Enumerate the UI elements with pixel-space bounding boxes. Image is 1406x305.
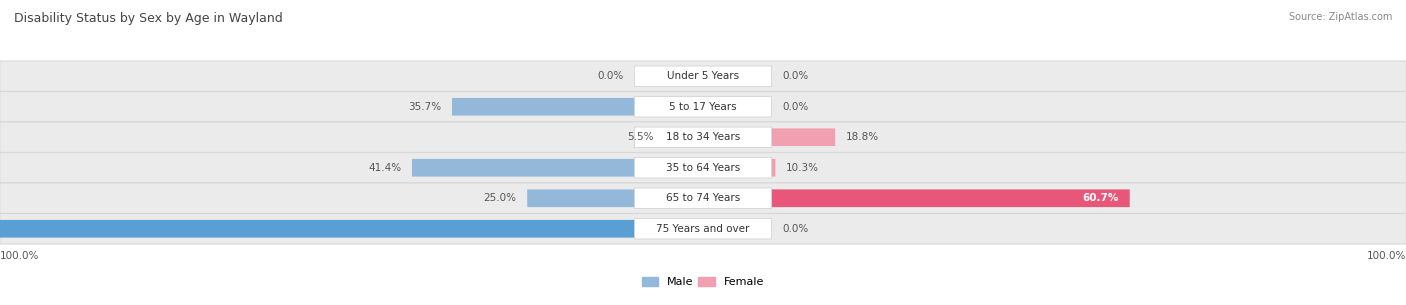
FancyBboxPatch shape bbox=[453, 98, 749, 116]
FancyBboxPatch shape bbox=[0, 214, 1406, 244]
FancyBboxPatch shape bbox=[0, 220, 749, 238]
Text: Disability Status by Sex by Age in Wayland: Disability Status by Sex by Age in Wayla… bbox=[14, 12, 283, 25]
Text: 18 to 34 Years: 18 to 34 Years bbox=[666, 132, 740, 142]
FancyBboxPatch shape bbox=[657, 128, 835, 146]
Text: 100.0%: 100.0% bbox=[0, 251, 39, 261]
FancyBboxPatch shape bbox=[634, 127, 772, 147]
FancyBboxPatch shape bbox=[0, 92, 1406, 122]
FancyBboxPatch shape bbox=[0, 183, 1406, 214]
Legend: Male, Female: Male, Female bbox=[641, 277, 765, 288]
Text: 65 to 74 Years: 65 to 74 Years bbox=[666, 193, 740, 203]
Text: 0.0%: 0.0% bbox=[782, 102, 808, 112]
Text: Under 5 Years: Under 5 Years bbox=[666, 71, 740, 81]
FancyBboxPatch shape bbox=[634, 188, 772, 209]
Text: 35.7%: 35.7% bbox=[408, 102, 441, 112]
Text: 75 Years and over: 75 Years and over bbox=[657, 224, 749, 234]
Text: Source: ZipAtlas.com: Source: ZipAtlas.com bbox=[1288, 12, 1392, 22]
FancyBboxPatch shape bbox=[0, 61, 1406, 92]
FancyBboxPatch shape bbox=[665, 128, 749, 146]
Text: 0.0%: 0.0% bbox=[782, 71, 808, 81]
Text: 5 to 17 Years: 5 to 17 Years bbox=[669, 102, 737, 112]
Text: 10.3%: 10.3% bbox=[786, 163, 818, 173]
Text: 5.5%: 5.5% bbox=[627, 132, 654, 142]
FancyBboxPatch shape bbox=[657, 189, 1130, 207]
Text: 60.7%: 60.7% bbox=[1083, 193, 1119, 203]
Text: 35 to 64 Years: 35 to 64 Years bbox=[666, 163, 740, 173]
Text: 0.0%: 0.0% bbox=[598, 71, 624, 81]
FancyBboxPatch shape bbox=[0, 152, 1406, 183]
Text: 0.0%: 0.0% bbox=[782, 224, 808, 234]
FancyBboxPatch shape bbox=[634, 96, 772, 117]
FancyBboxPatch shape bbox=[657, 159, 776, 177]
Text: 25.0%: 25.0% bbox=[484, 193, 517, 203]
Text: 18.8%: 18.8% bbox=[846, 132, 879, 142]
FancyBboxPatch shape bbox=[634, 218, 772, 239]
FancyBboxPatch shape bbox=[412, 159, 749, 177]
Text: 100.0%: 100.0% bbox=[1367, 251, 1406, 261]
FancyBboxPatch shape bbox=[527, 189, 749, 207]
FancyBboxPatch shape bbox=[634, 66, 772, 86]
FancyBboxPatch shape bbox=[0, 122, 1406, 152]
FancyBboxPatch shape bbox=[634, 157, 772, 178]
Text: 41.4%: 41.4% bbox=[368, 163, 402, 173]
